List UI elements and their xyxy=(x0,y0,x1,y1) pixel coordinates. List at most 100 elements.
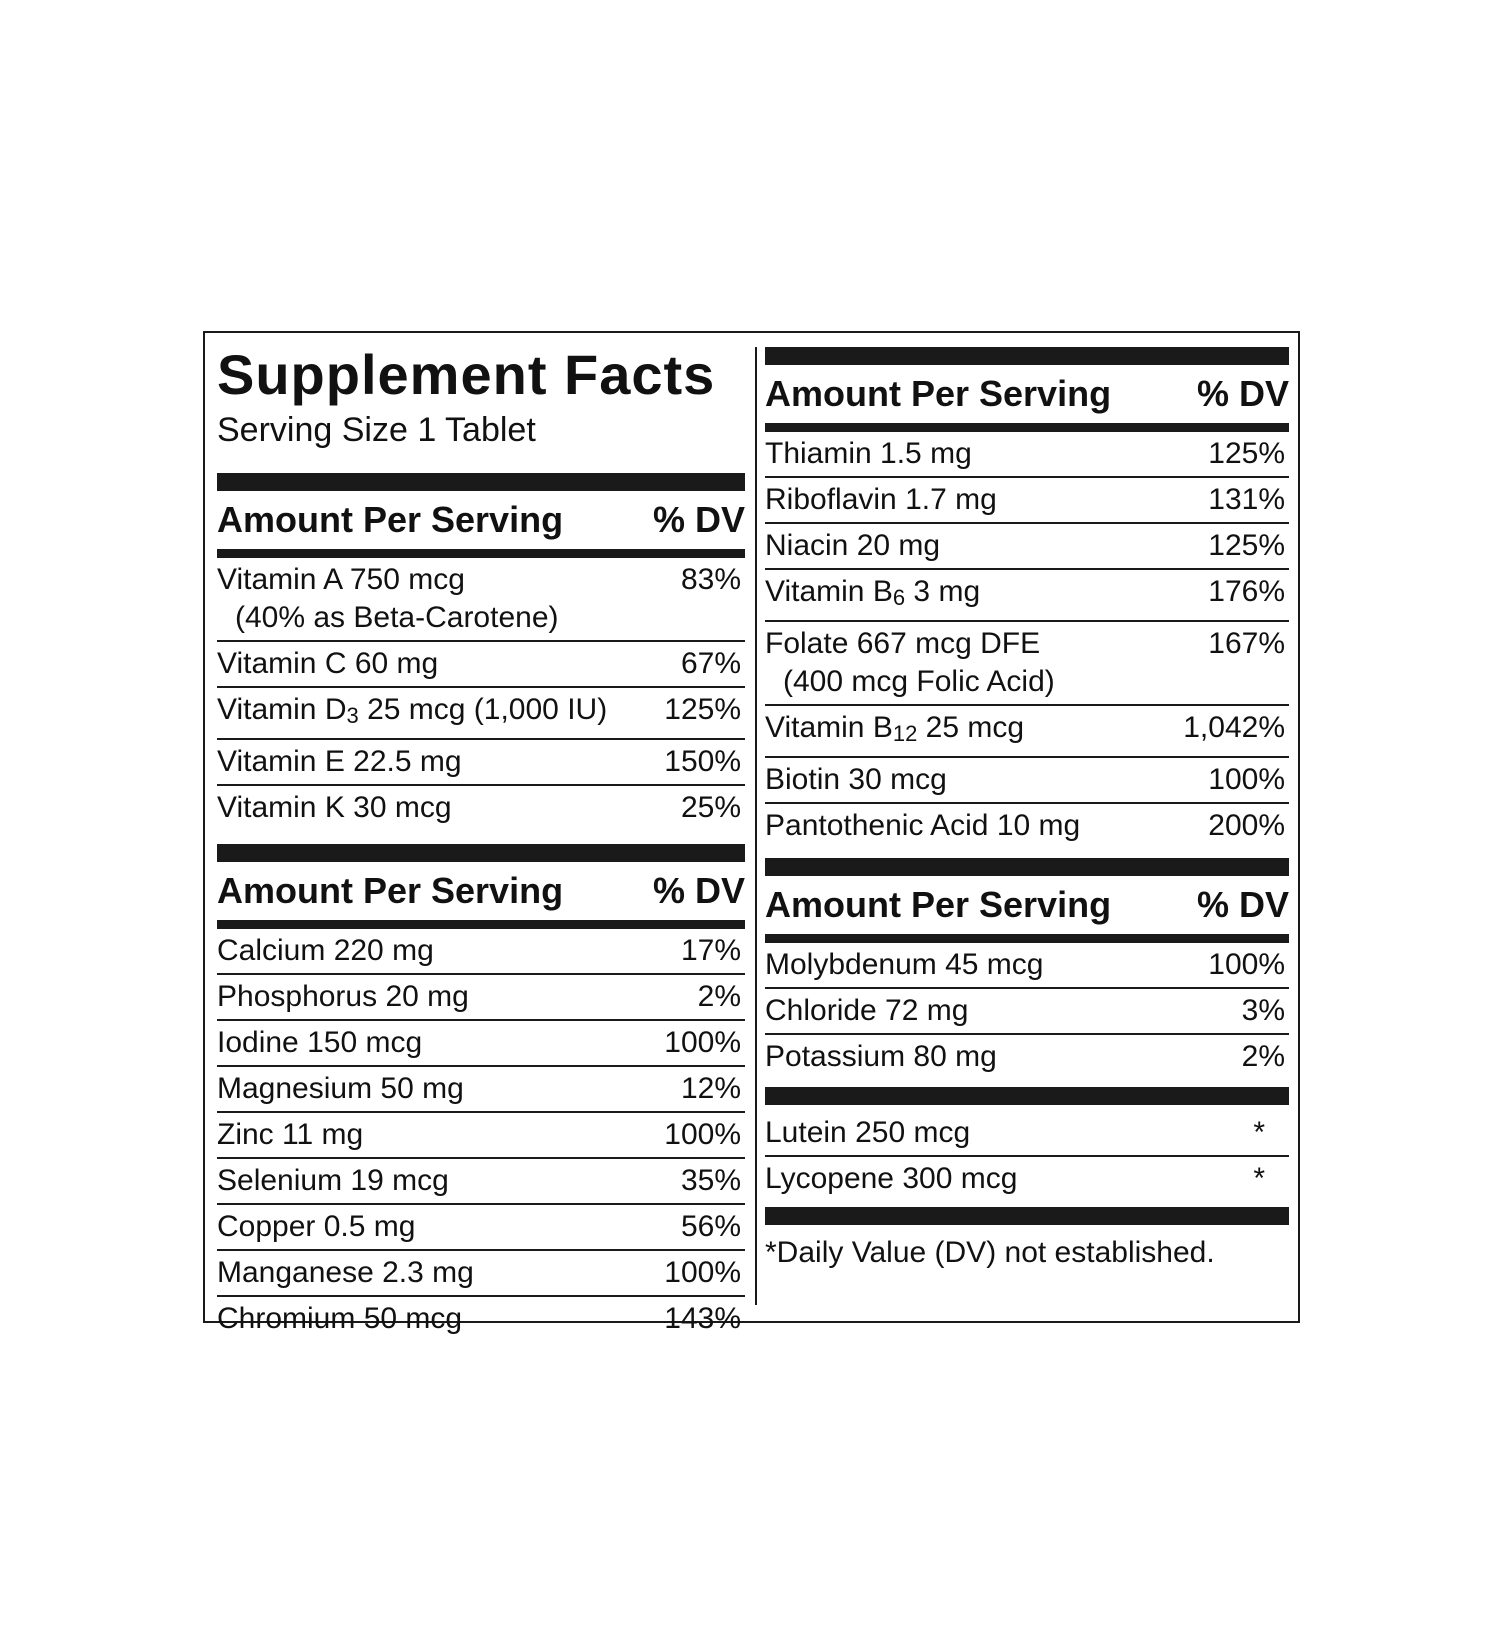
serving-size: Serving Size 1 Tablet xyxy=(217,411,536,449)
nutrient-dv: 17% xyxy=(680,934,741,967)
nutrient-dv: 125% xyxy=(664,693,741,726)
nutrient-name: Chloride 72 mg xyxy=(765,994,969,1027)
nutrient-name: Potassium 80 mg xyxy=(765,1040,997,1073)
nutrient-row: Vitamin A 750 mcg (40% as Beta-Carotene)… xyxy=(217,558,745,642)
nutrient-name: Zinc 11 mg xyxy=(217,1118,364,1151)
nutrient-row: Copper 0.5 mg 56% xyxy=(217,1205,745,1251)
amount-header: Amount Per Serving % DV xyxy=(217,862,745,920)
nutrient-name: Vitamin K 30 mcg xyxy=(217,791,452,824)
amount-header: Amount Per Serving % DV xyxy=(765,365,1289,423)
amount-header: Amount Per Serving % DV xyxy=(765,876,1289,934)
thick-rule xyxy=(765,347,1289,365)
supplement-facts-panel: Supplement Facts Serving Size 1 Tablet A… xyxy=(203,331,1300,1335)
nutrient-dv: 35% xyxy=(680,1164,741,1197)
medium-rule xyxy=(217,549,745,558)
amount-per-serving-label: Amount Per Serving xyxy=(217,870,564,911)
nutrient-dv: * xyxy=(1253,1162,1265,1195)
nutrient-name: Molybdenum 45 mcg xyxy=(765,948,1044,981)
thick-rule xyxy=(765,1087,1289,1105)
nutrient-dv: 143% xyxy=(664,1302,741,1335)
nutrient-name: Vitamin A 750 mcg xyxy=(217,563,465,596)
nutrient-name: Vitamin B6 3 mg xyxy=(765,575,981,610)
nutrient-dv: 100% xyxy=(664,1026,741,1059)
amount-per-serving-label: Amount Per Serving xyxy=(765,884,1112,925)
nutrient-name: Vitamin E 22.5 mg xyxy=(217,745,462,778)
nutrient-dv: 100% xyxy=(1208,763,1285,796)
nutrient-dv: 56% xyxy=(680,1210,741,1243)
nutrient-row: Niacin 20 mg 125% xyxy=(765,524,1289,570)
nutrient-name: Pantothenic Acid 10 mg xyxy=(765,809,1081,842)
nutrient-row: Lutein 250 mcg * xyxy=(765,1111,1289,1157)
nutrient-dv: 200% xyxy=(1208,809,1285,842)
nutrient-name: Selenium 19 mcg xyxy=(217,1164,449,1197)
nutrient-row: Zinc 11 mg 100% xyxy=(217,1113,745,1159)
nutrient-dv: 176% xyxy=(1208,575,1285,608)
nutrient-subtext: (40% as Beta-Carotene) xyxy=(235,601,559,634)
nutrient-row: Vitamin E 22.5 mg 150% xyxy=(217,740,745,786)
dv-label: % DV xyxy=(652,870,745,911)
nutrient-row: Vitamin B12 25 mcg 1,042% xyxy=(765,706,1289,758)
left-column: Supplement Facts Serving Size 1 Tablet A… xyxy=(217,347,745,1341)
nutrient-row: Vitamin B6 3 mg 176% xyxy=(765,570,1289,622)
nutrient-dv: 100% xyxy=(664,1118,741,1151)
nutrient-dv: * xyxy=(1253,1116,1265,1149)
thick-rule xyxy=(765,1207,1289,1225)
nutrient-row: Phosphorus 20 mg 2% xyxy=(217,975,745,1021)
amount-per-serving-label: Amount Per Serving xyxy=(217,499,564,540)
nutrient-dv: 167% xyxy=(1208,627,1285,660)
nutrient-row: Molybdenum 45 mcg 100% xyxy=(765,943,1289,989)
thick-rule xyxy=(765,858,1289,876)
medium-rule xyxy=(217,920,745,929)
nutrient-row: Riboflavin 1.7 mg 131% xyxy=(765,478,1289,524)
nutrient-dv: 100% xyxy=(1208,948,1285,981)
nutrient-row: Manganese 2.3 mg 100% xyxy=(217,1251,745,1297)
nutrient-name: Vitamin C 60 mg xyxy=(217,647,439,680)
nutrient-name: Iodine 150 mcg xyxy=(217,1026,423,1059)
nutrient-dv: 2% xyxy=(697,980,741,1013)
nutrient-name: Chromium 50 mcg xyxy=(217,1302,463,1335)
footnote: *Daily Value (DV) not established. xyxy=(765,1236,1215,1269)
nutrient-row: Lycopene 300 mcg * xyxy=(765,1157,1289,1201)
nutrient-name: Copper 0.5 mg xyxy=(217,1210,416,1243)
nutrient-row: Calcium 220 mg 17% xyxy=(217,929,745,975)
nutrient-name: Lycopene 300 mcg xyxy=(765,1162,1018,1195)
nutrient-name: Magnesium 50 mg xyxy=(217,1072,464,1105)
nutrient-row: Selenium 19 mcg 35% xyxy=(217,1159,745,1205)
right-column: Amount Per Serving % DV Thiamin 1.5 mg 12… xyxy=(765,347,1289,1273)
nutrient-row: Potassium 80 mg 2% xyxy=(765,1035,1289,1079)
thick-rule xyxy=(217,844,745,862)
nutrient-dv: 125% xyxy=(1208,437,1285,470)
column-divider xyxy=(755,347,757,1305)
nutrient-dv: 131% xyxy=(1208,483,1285,516)
nutrient-row: Thiamin 1.5 mg 125% xyxy=(765,432,1289,478)
amount-per-serving-label: Amount Per Serving xyxy=(765,373,1112,414)
nutrient-row: Biotin 30 mcg 100% xyxy=(765,758,1289,804)
nutrient-row: Chromium 50 mcg 143% xyxy=(217,1297,745,1341)
nutrient-dv: 83% xyxy=(680,563,741,596)
nutrient-row: Chloride 72 mg 3% xyxy=(765,989,1289,1035)
thick-rule xyxy=(217,473,745,491)
nutrient-row: Vitamin D3 25 mcg (1,000 IU) 125% xyxy=(217,688,745,740)
nutrient-subtext: (400 mcg Folic Acid) xyxy=(783,665,1055,698)
nutrient-row: Vitamin C 60 mg 67% xyxy=(217,642,745,688)
nutrient-dv: 67% xyxy=(680,647,741,680)
nutrient-row: Magnesium 50 mg 12% xyxy=(217,1067,745,1113)
nutrient-name: Niacin 20 mg xyxy=(765,529,941,562)
nutrient-name: Vitamin B12 25 mcg xyxy=(765,711,1025,746)
nutrient-name: Vitamin D3 25 mcg (1,000 IU) xyxy=(217,693,608,728)
nutrient-row: Vitamin K 30 mcg 25% xyxy=(217,786,745,830)
nutrient-row: Pantothenic Acid 10 mg 200% xyxy=(765,804,1289,848)
panel-title: Supplement Facts xyxy=(217,343,716,406)
nutrient-name: Phosphorus 20 mg xyxy=(217,980,469,1013)
dv-label: % DV xyxy=(652,499,745,540)
nutrient-dv: 25% xyxy=(680,791,741,824)
nutrient-name: Thiamin 1.5 mg xyxy=(765,437,972,470)
amount-header: Amount Per Serving % DV xyxy=(217,491,745,549)
nutrient-dv: 12% xyxy=(680,1072,741,1105)
nutrient-name: Lutein 250 mcg xyxy=(765,1116,971,1149)
nutrient-name: Manganese 2.3 mg xyxy=(217,1256,474,1289)
nutrient-name: Calcium 220 mg xyxy=(217,934,434,967)
medium-rule xyxy=(765,423,1289,432)
nutrient-name: Biotin 30 mcg xyxy=(765,763,947,796)
nutrient-dv: 100% xyxy=(664,1256,741,1289)
